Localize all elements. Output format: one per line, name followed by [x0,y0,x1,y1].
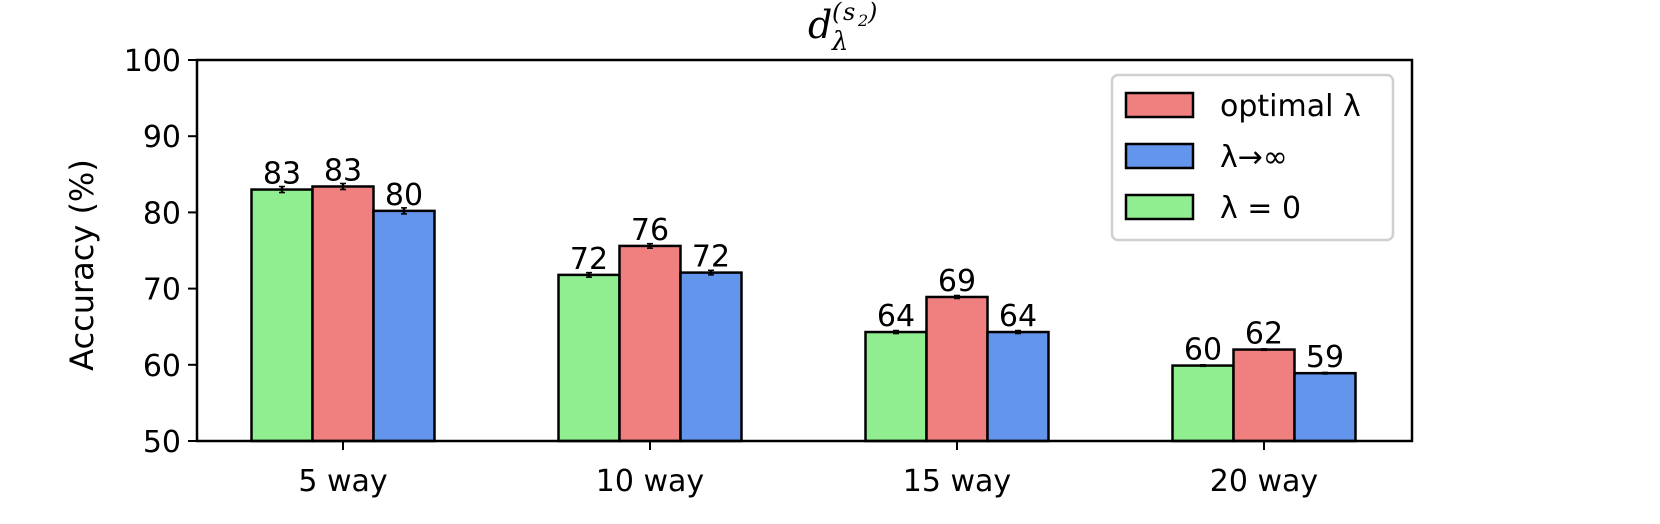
bar [1232,348,1296,443]
y-tick-label: 60 [143,349,181,384]
plot-frame [195,58,1414,443]
y-tick-label: 70 [143,273,181,308]
bar [557,273,621,443]
x-axis: 5 way 10 way 15 way 20 way [298,441,1318,499]
x-tick-label: 20 way [1210,464,1318,499]
data-labels: 83 83 80 72 76 72 64 69 64 60 62 59 [263,153,1344,375]
y-axis: 50 60 70 80 90 100 [124,44,197,460]
legend: optimal λ λ→∞ λ = 0 [1110,73,1395,242]
bar [679,271,743,443]
x-tick-label: 5 way [298,464,387,499]
data-label: 60 [1184,333,1222,368]
legend-label: λ→∞ [1220,140,1288,175]
y-tick-label: 50 [143,425,181,460]
legend-swatch [1124,91,1195,119]
x-tick-label: 15 way [903,464,1011,499]
y-tick-label: 90 [143,120,181,155]
data-label: 72 [570,242,608,277]
data-label: 64 [877,299,915,334]
legend-swatch [1124,142,1195,170]
y-axis-label: Accuracy (%) [63,159,101,371]
data-label: 62 [1245,317,1283,352]
bar [925,295,989,443]
legend-swatch [1124,193,1195,221]
data-label: 76 [631,213,669,248]
data-label: 72 [692,240,730,275]
title-superscript-close: ) [867,0,877,26]
bar [1293,371,1357,443]
data-label: 64 [999,299,1037,334]
bar [864,330,928,443]
x-tick-label: 10 way [596,464,704,499]
title-superscript-open: ( [832,0,842,26]
title-superscript-sub: 2 [857,11,868,30]
bar [618,244,682,443]
bar [250,188,314,443]
legend-label: λ = 0 [1220,191,1301,226]
title-superscript-var: s [843,0,855,26]
y-tick-label: 80 [143,196,181,231]
data-label: 80 [385,178,423,213]
bar [311,185,375,443]
title-base: d [808,3,832,47]
title-subscript: λ [831,27,848,57]
data-label: 83 [263,157,301,192]
bar [986,330,1050,443]
data-label: 59 [1306,340,1344,375]
bar [1171,364,1235,443]
bars [250,182,1357,443]
data-label: 69 [938,264,976,299]
data-label: 83 [324,153,362,188]
chart-title: d λ ( s 2 ) [808,0,877,57]
y-tick-label: 100 [124,44,181,79]
legend-label: optimal λ [1220,89,1361,124]
bar [372,209,436,443]
